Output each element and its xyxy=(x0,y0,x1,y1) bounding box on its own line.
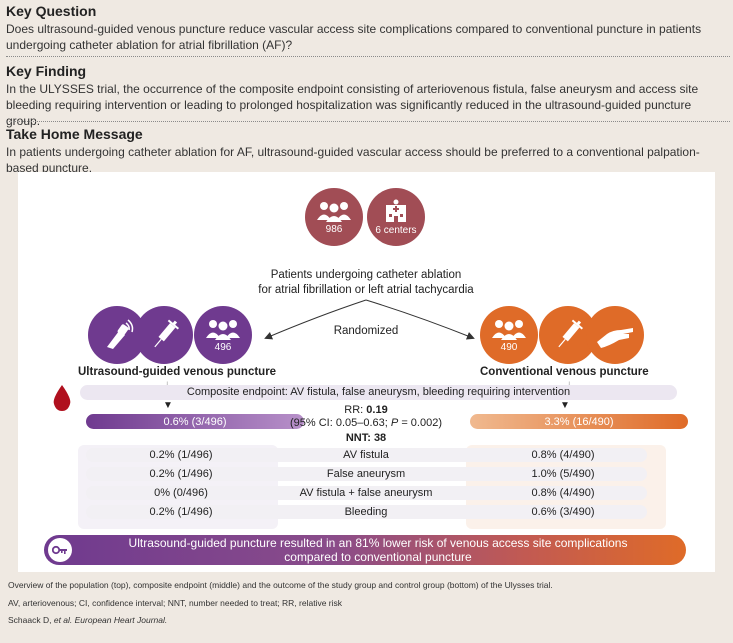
blood-drop-icon xyxy=(53,385,71,411)
arrow-down-icon: ↓ xyxy=(567,379,571,388)
us-result-bar: 0.6% (3/496) xyxy=(86,414,304,429)
centers-circle: 6 centers xyxy=(367,188,425,246)
people-icon xyxy=(492,319,526,340)
outcome-us-value: 0% (0/496) xyxy=(154,487,208,499)
key-question-section: Key Question Does ultrasound-guided veno… xyxy=(0,3,733,53)
conv-group-circle: 490 xyxy=(480,306,538,364)
key-icon-circle xyxy=(48,538,72,562)
take-home-section: Take Home Message In patients undergoing… xyxy=(0,126,733,176)
conclusion-text: Ultrasound-guided puncture resulted in a… xyxy=(128,536,628,564)
conv-result-value: 3.3% (16/490) xyxy=(544,415,614,428)
outcome-us-value: 0.2% (1/496) xyxy=(149,506,213,518)
outcome-name: AV fistula + false aneurysm xyxy=(299,487,433,499)
randomized-label: Randomized xyxy=(333,325,399,337)
syringe-icon xyxy=(154,319,180,348)
people-icon xyxy=(206,319,240,340)
composite-endpoint-text: Composite endpoint: AV fistula, false an… xyxy=(186,386,571,398)
arrow-down-icon: ↓ xyxy=(165,379,169,388)
outcome-conv-value: 0.6% (3/490) xyxy=(531,506,595,518)
outcome-name: False aneurysm xyxy=(326,468,406,480)
patients-circle: 986 xyxy=(305,188,363,246)
divider xyxy=(6,121,730,122)
centers-count: 6 centers xyxy=(375,224,417,236)
footer-abbreviations: AV, arteriovenous; CI, confidence interv… xyxy=(8,598,343,608)
key-finding-heading: Key Finding xyxy=(6,63,87,79)
outcome-conv-value: 0.8% (4/490) xyxy=(531,487,595,499)
ultrasound-probe-icon xyxy=(107,319,134,349)
rr-line: RR: 0.19 xyxy=(344,404,388,416)
outcome-us-value: 0.2% (1/496) xyxy=(149,468,213,480)
us-group-count: 496 xyxy=(214,341,232,353)
take-home-text: In patients undergoing catheter ablation… xyxy=(6,145,700,175)
key-finding-text: In the ULYSSES trial, the occurrence of … xyxy=(6,82,699,128)
graphical-abstract-panel: 986 6 centers Patients undergoing cathet… xyxy=(18,172,715,572)
ci-line: (95% CI: 0.05–0.63; P = 0.002) xyxy=(290,417,442,429)
nnt-line: NNT: 38 xyxy=(345,432,387,444)
conclusion-banner xyxy=(44,535,686,565)
footer-overview: Overview of the population (top), compos… xyxy=(8,580,553,590)
us-group-circle: 496 xyxy=(194,306,252,364)
key-icon xyxy=(52,545,67,555)
people-icon xyxy=(317,201,351,222)
conv-group-count: 490 xyxy=(500,341,518,353)
divider xyxy=(6,56,730,57)
population-description: Patients undergoing catheter ablation fo… xyxy=(258,269,474,296)
key-finding-section: Key Finding In the ULYSSES trial, the oc… xyxy=(0,63,733,129)
conv-group-label: Conventional venous puncture xyxy=(480,366,649,378)
arrow-down-icon: ▼ xyxy=(163,400,173,411)
patients-count: 986 xyxy=(325,223,343,235)
outcome-name: AV fistula xyxy=(343,449,389,461)
hospital-icon xyxy=(386,199,406,222)
composite-endpoint-bar xyxy=(80,385,677,400)
us-result-value: 0.6% (3/496) xyxy=(163,415,227,428)
conv-result-bar: 3.3% (16/490) xyxy=(470,414,688,429)
palpation-circle xyxy=(586,306,644,364)
arrow-down-icon: ▼ xyxy=(560,400,570,411)
hand-palpation-icon xyxy=(597,328,633,348)
us-group-label: Ultrasound-guided venous puncture xyxy=(78,366,277,378)
take-home-heading: Take Home Message xyxy=(6,126,143,142)
key-question-heading: Key Question xyxy=(6,3,97,19)
outcome-name: Bleeding xyxy=(344,506,388,518)
outcome-us-value: 0.2% (1/496) xyxy=(149,449,213,461)
syringe-icon xyxy=(558,319,584,348)
randomization-arrows xyxy=(264,299,475,340)
outcome-conv-value: 1.0% (5/490) xyxy=(531,468,595,480)
syringe-circle-left xyxy=(135,306,193,364)
footer-citation: Schaack D, et al. European Heart Journal… xyxy=(8,615,168,625)
key-question-text: Does ultrasound-guided venous puncture r… xyxy=(6,22,702,52)
outcome-conv-value: 0.8% (4/490) xyxy=(531,449,595,461)
